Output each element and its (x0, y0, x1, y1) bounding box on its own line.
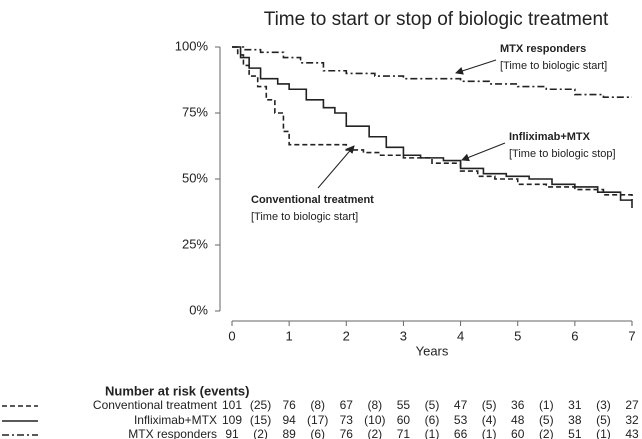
event-count: (8) (310, 398, 325, 412)
event-count: (25) (250, 398, 271, 412)
km-curve (232, 46, 633, 201)
x-tick-label: 7 (628, 328, 635, 343)
y-tick-label: 25% (182, 236, 208, 251)
event-count: (1) (596, 427, 611, 439)
at-risk-count: 66 (454, 427, 468, 439)
arrow (455, 59, 497, 75)
event-count: (17) (307, 413, 328, 427)
event-count: (2) (539, 427, 554, 439)
at-risk-count: 91 (225, 427, 239, 439)
annotation-text: [Time to biologic stop] (509, 148, 616, 160)
x-tick-label: 1 (286, 328, 293, 343)
event-count: (6) (425, 413, 440, 427)
annotation-title: Conventional treatment (251, 194, 374, 206)
risk-row-label: Infliximab+MTX (134, 413, 217, 427)
at-risk-count: 48 (511, 413, 525, 427)
event-count: (1) (539, 398, 554, 412)
at-risk-count: 60 (511, 427, 525, 439)
at-risk-count: 71 (397, 427, 411, 439)
x-tick-label: 4 (457, 328, 464, 343)
at-risk-count: 32 (625, 413, 639, 427)
at-risk-count: 55 (397, 398, 411, 412)
at-risk-count: 51 (568, 427, 582, 439)
event-count: (1) (425, 427, 440, 439)
event-count: (2) (253, 427, 268, 439)
at-risk-count: 73 (340, 413, 354, 427)
x-tick-label: 5 (514, 328, 521, 343)
at-risk-count: 76 (282, 398, 296, 412)
event-count: (8) (368, 398, 383, 412)
at-risk-count: 94 (282, 413, 296, 427)
risk-table-title: Number at risk (events) (105, 383, 250, 398)
risk-row-label: MTX responders (128, 427, 217, 439)
event-count: (4) (482, 413, 497, 427)
arrow (317, 145, 355, 189)
at-risk-count: 43 (625, 427, 639, 439)
at-risk-count: 76 (340, 427, 354, 439)
event-count: (5) (539, 413, 554, 427)
at-risk-count: 38 (568, 413, 582, 427)
at-risk-count: 101 (222, 398, 242, 412)
x-tick-label: 3 (400, 328, 407, 343)
event-count: (5) (425, 398, 440, 412)
x-tick-label: 6 (571, 328, 578, 343)
chart-title: Time to start or stop of biologic treatm… (264, 9, 609, 30)
at-risk-count: 31 (568, 398, 582, 412)
at-risk-count: 53 (454, 413, 468, 427)
y-tick-label: 75% (182, 104, 208, 119)
at-risk-count: 89 (282, 427, 296, 439)
annotation-title: MTX responders (500, 43, 586, 55)
event-count: (6) (310, 427, 325, 439)
event-count: (10) (364, 413, 385, 427)
annotation-text: [Time to biologic start] (500, 60, 607, 72)
km-curve (232, 46, 632, 98)
event-count: (5) (596, 413, 611, 427)
annotation-title: Infliximab+MTX (509, 131, 591, 143)
x-tick-label: 2 (343, 328, 350, 343)
event-count: (15) (250, 413, 271, 427)
arrow (461, 142, 506, 162)
at-risk-count: 67 (340, 398, 354, 412)
risk-row-label: Conventional treatment (93, 398, 218, 412)
at-risk-count: 109 (222, 413, 242, 427)
km-curve (232, 46, 633, 209)
event-count: (5) (482, 398, 497, 412)
event-count: (2) (368, 427, 383, 439)
annotation-text: [Time to biologic start] (251, 211, 358, 223)
at-risk-count: 60 (397, 413, 411, 427)
y-tick-label: 50% (182, 170, 208, 185)
x-tick-label: 0 (228, 328, 235, 343)
event-count: (1) (482, 427, 497, 439)
y-tick-label: 100% (175, 38, 209, 53)
y-tick-label: 0% (189, 302, 208, 317)
at-risk-count: 27 (625, 398, 639, 412)
at-risk-count: 36 (511, 398, 525, 412)
at-risk-count: 47 (454, 398, 468, 412)
x-axis-label: Years (416, 343, 449, 358)
event-count: (3) (596, 398, 611, 412)
